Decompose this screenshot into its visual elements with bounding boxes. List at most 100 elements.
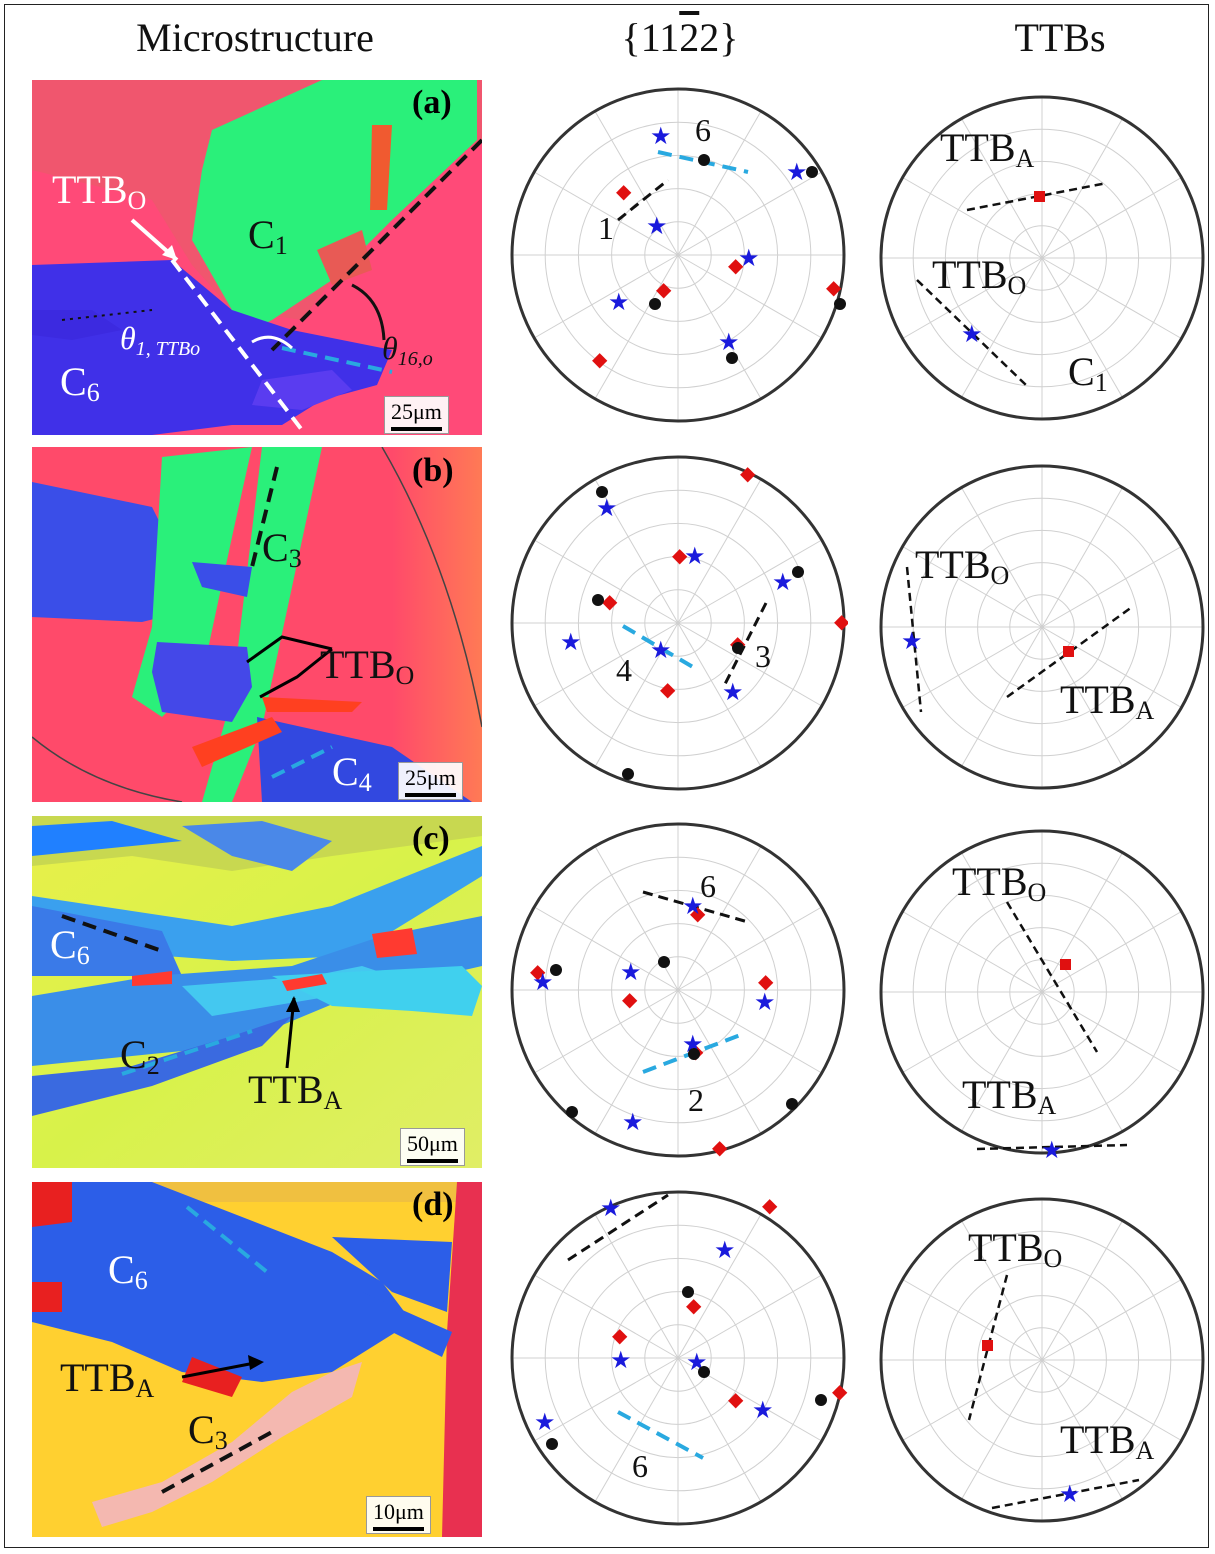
dot-marker (815, 1394, 827, 1406)
diamond-marker: ◆ (656, 277, 672, 301)
label-c6-d: C6 (108, 1247, 148, 1295)
pole-figure-outline (879, 1197, 1205, 1523)
dot-marker (806, 166, 818, 178)
ttb-label-a-ttba: TTBA (940, 125, 1035, 173)
diamond-marker: ◆ (672, 543, 688, 567)
star-marker: ★ (610, 1346, 632, 1374)
diamond-marker: ◆ (728, 1387, 744, 1411)
dot-marker (834, 298, 846, 310)
panel-letter-c: (c) (412, 820, 450, 857)
dot-marker (566, 1106, 578, 1118)
dot-marker (592, 594, 604, 606)
dot-marker (546, 1438, 558, 1450)
diamond-marker: ◆ (762, 1193, 778, 1217)
diamond-marker: ◆ (686, 1293, 702, 1317)
pole-figure-a: ◆ ◆ ◆ ◆ ◆ ★ ★ ★ ★ ★ ★ (508, 80, 848, 435)
star-marker: ★ (620, 958, 642, 986)
diamond-marker: ◆ (622, 987, 638, 1011)
ttb-figure-b: ★ (877, 457, 1207, 802)
pole-figure-d: ◆ ◆ ◆ ◆ ◆ ★ ★ ★ ★ ★ ★ (508, 1180, 848, 1541)
star-marker: ★ (600, 1194, 622, 1222)
pole-number-a-1: 1 (598, 210, 614, 246)
dot-marker (596, 486, 608, 498)
microstructure-map-d (32, 1182, 482, 1537)
square-marker (1034, 191, 1045, 202)
diamond-marker: ◆ (660, 677, 676, 701)
diamond-marker: ◆ (616, 179, 632, 203)
microstructure-map-b (32, 447, 482, 802)
label-c3-b: C3 (262, 525, 302, 573)
star-marker: ★ (608, 288, 630, 316)
star-marker: ★ (682, 892, 704, 920)
ttb-label-a-ttbo: TTBO (932, 252, 1027, 300)
diamond-marker: ◆ (690, 901, 706, 925)
pole-figure-outline (879, 829, 1205, 1155)
diamond-marker: ◆ (530, 959, 546, 983)
square-marker (1060, 959, 1071, 970)
microstructure-map-a (32, 80, 482, 435)
diamond-marker: ◆ (712, 1135, 728, 1159)
label-c3-d: C3 (188, 1407, 228, 1455)
dot-marker (622, 768, 634, 780)
label-theta16-a: θ16,o (382, 330, 433, 370)
star-marker: ★ (1059, 1480, 1081, 1508)
column-header-ttbs: TTBs (1014, 15, 1106, 60)
ttb-label-d-ttba: TTBA (1060, 1417, 1155, 1465)
dot-marker (649, 298, 661, 310)
dot-marker (688, 1048, 700, 1060)
panel-letter-d: (d) (412, 1186, 454, 1223)
star-marker: ★ (901, 627, 923, 655)
column-header-pole-figure: {1122} (621, 15, 739, 60)
pole-figure-outline (510, 1190, 846, 1526)
ttb-label-b-ttbo: TTBO (915, 542, 1010, 590)
ttb-label-d-ttbo: TTBO (968, 1225, 1063, 1273)
star-marker: ★ (722, 678, 744, 706)
star-marker: ★ (961, 320, 983, 348)
star-marker: ★ (650, 122, 672, 150)
square-marker (982, 1340, 993, 1351)
dot-marker (550, 964, 562, 976)
diamond-marker: ◆ (612, 1323, 628, 1347)
pole-number-a-6: 6 (695, 112, 711, 148)
microstructure-map-c (32, 816, 482, 1168)
diamond-marker: ◆ (758, 969, 774, 993)
label-ttba-d: TTBA (60, 1355, 155, 1403)
star-marker: ★ (752, 1396, 774, 1424)
dot-marker (698, 154, 710, 166)
diamond-marker: ◆ (834, 609, 848, 633)
dot-marker (682, 1286, 694, 1298)
pole-number-d-6: 6 (632, 1448, 648, 1484)
scale-bar-a: 25μm (384, 396, 449, 434)
pole-figure-c: ◆ ◆ ◆ ◆ ◆ ◆ ★ ★ ★ ★ ★ ★ (508, 814, 848, 1171)
diamond-marker: ◆ (592, 347, 608, 371)
label-c2-c: C2 (120, 1032, 160, 1080)
scale-bar-d: 10μm (366, 1496, 431, 1534)
star-marker: ★ (772, 568, 794, 596)
star-marker: ★ (684, 542, 706, 570)
label-c6-a: C6 (60, 359, 100, 407)
star-marker: ★ (718, 328, 740, 356)
figure-frame (4, 4, 1209, 1548)
scale-bar-c: 50μm (400, 1128, 465, 1166)
label-theta1-a: θ1, TTBo (120, 320, 201, 360)
star-marker: ★ (786, 158, 808, 186)
scale-bar-b: 25μm (398, 762, 463, 800)
panel-letter-a: (a) (412, 84, 452, 121)
star-marker: ★ (534, 1408, 556, 1436)
label-c4-b: C4 (332, 749, 372, 797)
ttb-label-c-ttbo: TTBO (952, 859, 1047, 907)
pole-number-b-4: 4 (616, 652, 632, 688)
star-marker: ★ (646, 212, 668, 240)
ttb-label-b-ttba: TTBA (1060, 677, 1155, 725)
star-marker: ★ (622, 1108, 644, 1136)
star-marker: ★ (738, 244, 760, 272)
star-marker: ★ (596, 494, 618, 522)
ttb-label-a-c1: C1 (1068, 349, 1108, 397)
ttb-figure-d: ★ (877, 1190, 1207, 1535)
pole-figure-b: ◆ ◆ ◆ ◆ ◆ ◆ ★ ★ ★ ★ ★ ★ (508, 448, 850, 803)
pole-figure-outline (879, 464, 1205, 790)
pole-figure-outline (510, 87, 846, 423)
diamond-marker: ◆ (832, 1379, 848, 1403)
pole-figure-outline (510, 455, 846, 791)
pole-number-b-3: 3 (755, 638, 771, 674)
